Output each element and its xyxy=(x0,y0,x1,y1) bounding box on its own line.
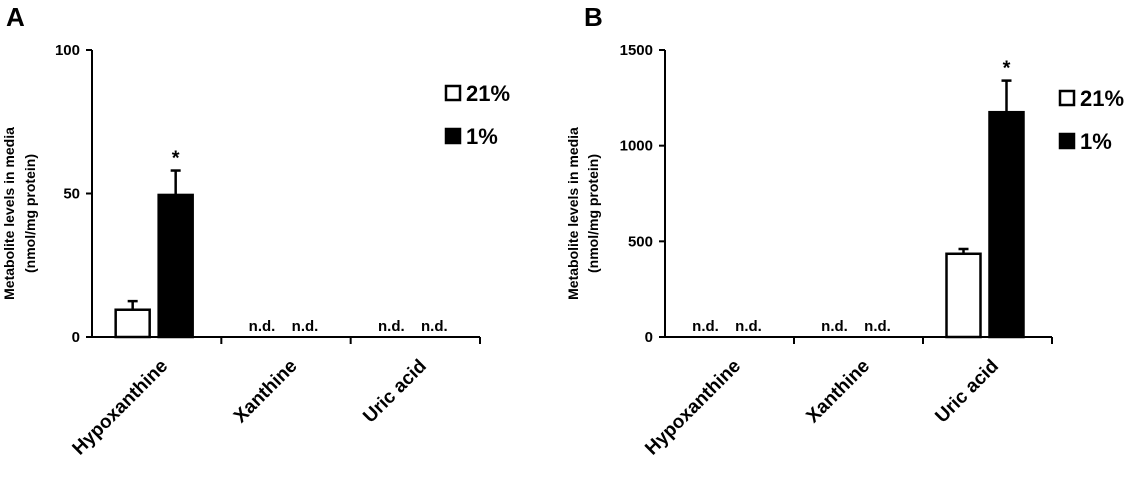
y-tick-label-A: 100 xyxy=(55,42,80,59)
nd-label-B: n.d. xyxy=(864,318,891,335)
legend-label-A-21pct: 21% xyxy=(466,81,510,106)
y-tick-label-B: 0 xyxy=(645,329,653,346)
y-tick-label-A: 0 xyxy=(72,329,80,346)
panel-letter-A: A xyxy=(6,2,25,32)
category-label-A: Xanthine xyxy=(230,356,302,428)
y-axis-label-line1-B: Metabolite levels in media xyxy=(565,127,581,300)
y-tick-label-B: 500 xyxy=(628,233,653,250)
category-label-A: Uric acid xyxy=(359,356,431,428)
y-axis-label-line1-A: Metabolite levels in media xyxy=(1,127,17,300)
legend-label-B-1pct: 1% xyxy=(1080,129,1112,154)
category-label-A: Hypoxanthine xyxy=(69,356,173,460)
panel-letter-B: B xyxy=(584,2,603,32)
y-tick-label-B: 1000 xyxy=(620,138,653,155)
nd-label-A: n.d. xyxy=(292,318,319,335)
bar-A-21pct-0 xyxy=(114,308,151,339)
legend-label-B-21pct: 21% xyxy=(1080,86,1124,111)
nd-label-B: n.d. xyxy=(821,318,848,335)
significance-mark-B: * xyxy=(1003,58,1011,80)
y-tick-label-B: 1500 xyxy=(620,42,653,59)
bar-A-1pct-0 xyxy=(157,193,194,339)
legend-swatch-B-1pct xyxy=(1058,132,1076,150)
legend-swatch-B-21pct xyxy=(1058,89,1076,107)
category-label-B: Hypoxanthine xyxy=(641,356,745,460)
category-label-B: Uric acid xyxy=(931,356,1003,428)
bar-B-1pct-2 xyxy=(988,110,1025,339)
nd-label-A: n.d. xyxy=(421,318,448,335)
category-label-B: Xanthine xyxy=(802,356,874,428)
y-tick-label-A: 50 xyxy=(63,186,80,203)
y-axis-label-line2-B: (nmol/mg protein) xyxy=(585,154,601,273)
legend-swatch-A-21pct xyxy=(444,84,462,102)
nd-label-A: n.d. xyxy=(249,318,276,335)
nd-label-B: n.d. xyxy=(692,318,719,335)
legend-swatch-A-1pct xyxy=(444,127,462,145)
significance-mark-A: * xyxy=(172,148,180,170)
nd-label-A: n.d. xyxy=(378,318,405,335)
y-axis-label-line2-A: (nmol/mg protein) xyxy=(22,154,38,273)
nd-label-B: n.d. xyxy=(735,318,762,335)
legend-label-A-1pct: 1% xyxy=(466,124,498,149)
bar-B-21pct-2 xyxy=(945,252,982,339)
